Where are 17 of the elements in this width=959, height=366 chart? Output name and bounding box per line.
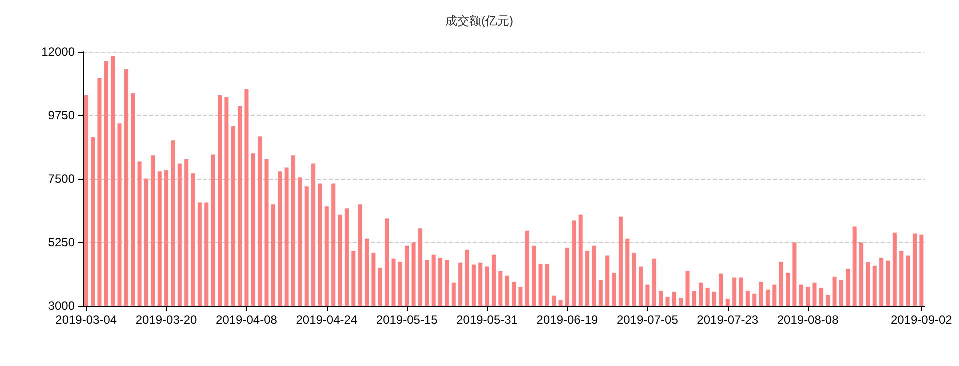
y-tick-label: 5250 <box>48 236 76 250</box>
x-tick-label: 2019-04-08 <box>216 313 278 327</box>
y-tick-label: 12000 <box>42 45 76 59</box>
x-tick-label: 2019-04-24 <box>296 313 358 327</box>
x-tick-label: 2019-07-05 <box>616 313 679 327</box>
x-tick-label: 2019-05-15 <box>376 313 438 327</box>
x-tick-label: 2019-03-20 <box>136 313 198 327</box>
y-tick-label: 3000 <box>48 299 76 313</box>
y-tick-label: 9750 <box>48 108 76 122</box>
x-tick-label: 2019-03-04 <box>56 313 118 327</box>
y-tick-label: 7500 <box>48 172 76 186</box>
x-tick-label: 2019-06-19 <box>536 313 598 327</box>
x-tick-label: 2019-05-31 <box>456 313 518 327</box>
x-tick-label: 2019-08-08 <box>777 313 840 327</box>
chart-title: 成交额(亿元) <box>446 14 514 28</box>
x-tick-label: 2019-09-02 <box>890 313 953 327</box>
x-tick-label: 2019-07-23 <box>697 313 759 327</box>
